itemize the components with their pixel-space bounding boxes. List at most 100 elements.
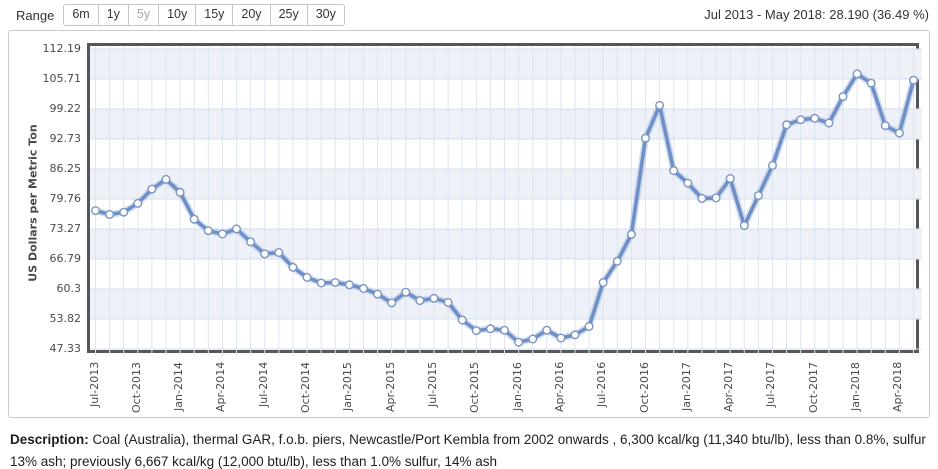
data-point[interactable] [288,262,298,272]
data-point[interactable] [105,209,115,219]
data-point[interactable] [246,237,256,247]
x-tick-label: Jan-2014 [172,362,186,411]
data-point[interactable] [217,229,227,239]
data-point[interactable] [598,277,608,287]
data-point[interactable] [189,214,199,224]
data-point[interactable] [344,280,354,290]
x-tick-label: Apr-2014 [214,362,228,413]
data-point[interactable] [626,229,636,239]
y-tick-label: 79.76 [49,192,82,205]
y-tick-label: 53.82 [49,311,82,325]
x-tick-label: Oct-2015 [468,362,482,413]
description-text: Coal (Australia), thermal GAR, f.o.b. pi… [10,432,926,469]
data-point[interactable] [838,92,848,102]
data-point[interactable] [894,128,904,138]
data-point[interactable] [401,287,411,297]
data-point[interactable] [373,289,383,299]
data-point[interactable] [500,325,510,335]
data-point[interactable] [852,69,862,79]
data-point[interactable] [147,184,157,194]
data-point[interactable] [880,121,890,131]
plot-band [90,49,922,79]
range-button-10y[interactable]: 10y [158,4,197,26]
data-point[interactable] [302,272,312,282]
x-tick-label: Jul-2014 [256,362,270,408]
plot-area[interactable] [87,43,922,356]
range-button-30y[interactable]: 30y [306,4,345,26]
data-point[interactable] [866,78,876,88]
range-button-25y[interactable]: 25y [269,4,308,26]
data-point[interactable] [471,326,481,336]
y-tick-label: 86.25 [49,161,82,175]
data-point[interactable] [824,118,834,128]
range-label: Range [16,7,55,23]
data-point[interactable] [387,298,397,308]
plot-band [90,289,922,319]
data-point[interactable] [655,100,665,110]
data-point[interactable] [316,278,326,288]
x-tick-label: Jul-2015 [425,362,439,408]
data-point[interactable] [669,166,679,176]
data-point[interactable] [91,206,100,216]
range-button-6m[interactable]: 6m [63,4,99,26]
data-point[interactable] [570,330,580,340]
data-point[interactable] [485,324,495,334]
x-tick-label: Jan-2018 [849,362,863,411]
data-point[interactable] [753,191,763,201]
range-button-5y[interactable]: 5y [127,4,160,26]
data-point[interactable] [556,333,566,343]
data-point[interactable] [231,224,241,234]
description-label: Description: [10,432,89,447]
chart-panel: US Dollars per Metric Ton 112.19 105.71 99… [8,30,930,418]
x-tick-label: Oct-2017 [806,362,820,413]
data-point[interactable] [514,337,524,347]
period-summary: Jul 2013 - May 2018: 28.190 (36.49 %) [704,7,929,22]
data-point[interactable] [711,193,721,203]
data-point[interactable] [260,249,270,259]
data-point[interactable] [330,277,340,287]
data-point[interactable] [909,75,919,85]
y-tick-label: 60.3 [56,282,82,295]
data-point[interactable] [528,334,538,344]
data-point[interactable] [429,293,439,303]
data-point[interactable] [161,174,171,184]
x-tick-label: Jul-2013 [87,362,101,408]
range-button-20y[interactable]: 20y [232,4,271,26]
y-tick-label: 73.27 [49,222,82,236]
data-point[interactable] [739,221,749,231]
range-button-1y[interactable]: 1y [97,4,129,26]
data-point[interactable] [175,187,185,197]
price-line-chart [90,46,922,356]
plot-band [90,169,922,199]
data-point[interactable] [119,207,129,217]
data-point[interactable] [641,133,651,143]
data-point[interactable] [443,297,453,307]
y-tick-label: 92.73 [49,132,82,145]
data-point[interactable] [274,247,284,257]
data-point[interactable] [782,120,792,130]
data-point[interactable] [584,322,594,332]
data-point[interactable] [133,198,143,208]
data-point[interactable] [768,160,778,170]
data-point[interactable] [359,283,369,293]
range-selector: Range 6m 1y 5y 10y 15y 20y 25y 30y [16,3,345,27]
data-point[interactable] [612,256,622,266]
data-point[interactable] [457,315,467,325]
data-point[interactable] [415,296,425,306]
x-tick-label: Oct-2013 [129,362,143,413]
range-button-15y[interactable]: 15y [195,4,234,26]
data-point[interactable] [725,173,735,183]
data-point[interactable] [542,325,552,335]
x-tick-label: Jul-2017 [764,362,778,408]
x-tick-label: Oct-2014 [299,362,313,413]
y-tick-label: 105.71 [42,71,82,85]
data-point[interactable] [796,115,806,125]
data-point[interactable] [683,178,693,188]
data-point[interactable] [810,113,820,123]
x-tick-label: Apr-2015 [383,362,397,413]
x-tick-label: Apr-2017 [722,362,736,413]
data-point[interactable] [203,226,213,236]
range-button-group: 6m 1y 5y 10y 15y 20y 25y 30y [63,4,345,26]
data-point[interactable] [697,193,707,203]
